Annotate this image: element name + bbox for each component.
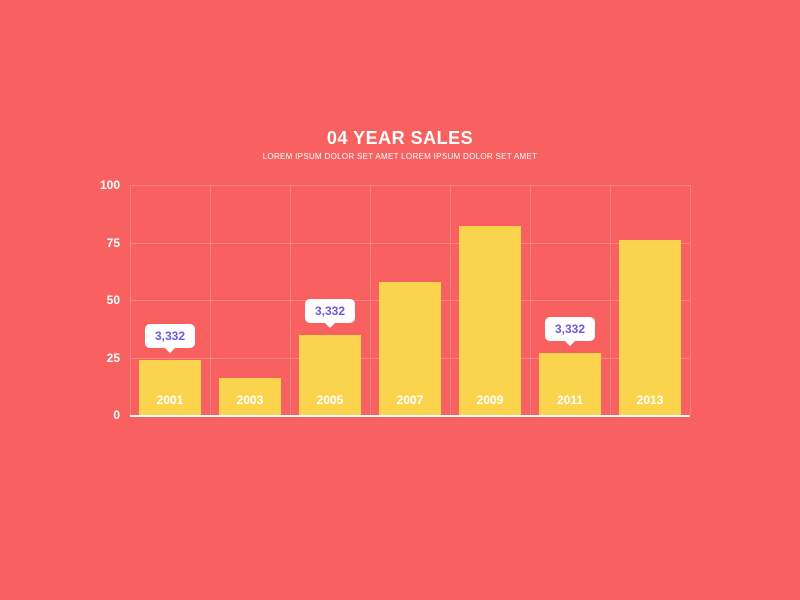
y-axis-tick: 100: [100, 178, 120, 192]
bar-category-label: 2013: [619, 393, 681, 407]
gridline-vertical: [690, 185, 691, 415]
gridline-vertical: [610, 185, 611, 415]
bar[interactable]: 2005: [299, 335, 361, 416]
bar[interactable]: 2009: [459, 226, 521, 415]
tooltip-arrow-icon: [165, 348, 175, 353]
y-axis-tick: 0: [113, 408, 120, 422]
y-axis-tick: 25: [107, 351, 120, 365]
bar-tooltip: 3,332: [145, 324, 195, 348]
gridline-horizontal: [130, 185, 690, 186]
chart-stage: 04 YEAR SALES LOREM IPSUM DOLOR SET AMET…: [0, 0, 800, 600]
y-axis-tick: 50: [107, 293, 120, 307]
gridline-vertical: [530, 185, 531, 415]
gridline-vertical: [290, 185, 291, 415]
gridline-vertical: [130, 185, 131, 415]
gridline-horizontal: [130, 243, 690, 244]
axis-baseline: [130, 415, 690, 417]
tooltip-arrow-icon: [325, 323, 335, 328]
bar-category-label: 2001: [139, 393, 201, 407]
bar[interactable]: 2003: [219, 378, 281, 415]
bar-category-label: 2007: [379, 393, 441, 407]
gridline-vertical: [370, 185, 371, 415]
bar[interactable]: 2011: [539, 353, 601, 415]
bar-tooltip: 3,332: [305, 299, 355, 323]
bar-category-label: 2005: [299, 393, 361, 407]
gridline-vertical: [210, 185, 211, 415]
gridline-vertical: [450, 185, 451, 415]
y-axis-tick: 75: [107, 236, 120, 250]
bar[interactable]: 2013: [619, 240, 681, 415]
bar[interactable]: 2001: [139, 360, 201, 415]
bar-tooltip: 3,332: [545, 317, 595, 341]
tooltip-arrow-icon: [565, 341, 575, 346]
chart-title: 04 YEAR SALES: [0, 128, 800, 149]
chart-subtitle: LOREM IPSUM DOLOR SET AMET LOREM IPSUM D…: [0, 152, 800, 161]
bar-category-label: 2003: [219, 393, 281, 407]
chart-plot-area: 025507510020012003200520072009201120133,…: [130, 185, 690, 415]
bar-category-label: 2009: [459, 393, 521, 407]
bar-category-label: 2011: [539, 393, 601, 407]
bar[interactable]: 2007: [379, 282, 441, 415]
